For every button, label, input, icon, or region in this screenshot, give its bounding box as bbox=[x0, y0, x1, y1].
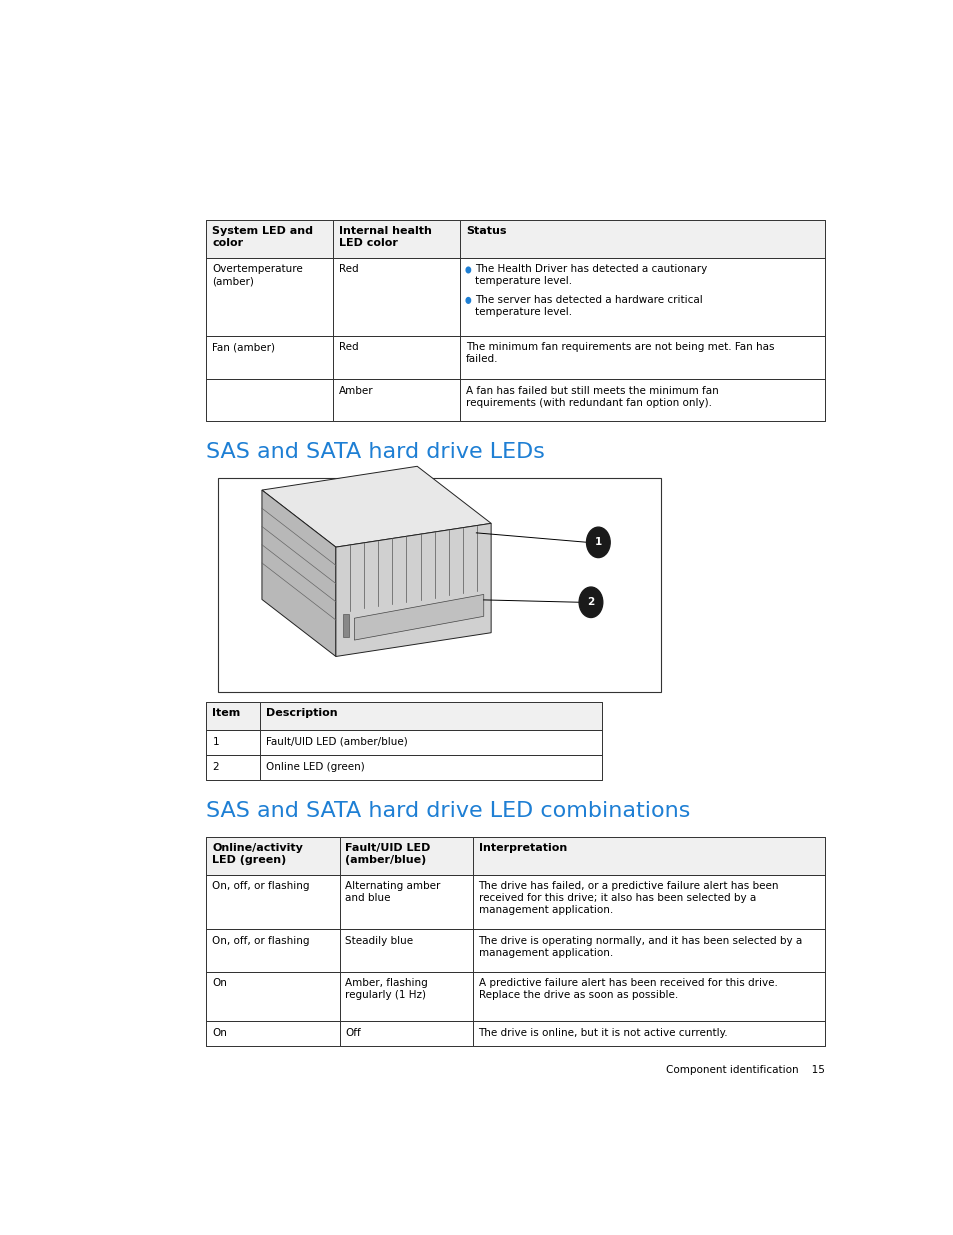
Polygon shape bbox=[262, 490, 335, 657]
Bar bbox=[206, 258, 333, 336]
Text: The drive has failed, or a predictive failure alert has been
received for this d: The drive has failed, or a predictive fa… bbox=[478, 882, 779, 915]
Bar bbox=[472, 874, 824, 929]
Bar bbox=[206, 379, 333, 421]
Bar bbox=[472, 972, 824, 1021]
Bar bbox=[472, 836, 824, 874]
Bar bbox=[206, 336, 333, 379]
Text: Interpretation: Interpretation bbox=[478, 844, 566, 853]
Text: The minimum fan requirements are not being met. Fan has
failed.: The minimum fan requirements are not bei… bbox=[466, 342, 774, 364]
Text: 2: 2 bbox=[213, 762, 219, 772]
Bar bbox=[206, 1021, 339, 1046]
Text: Online/activity
LED (green): Online/activity LED (green) bbox=[213, 844, 303, 866]
Text: Fault/UID LED (amber/blue): Fault/UID LED (amber/blue) bbox=[266, 737, 407, 747]
Circle shape bbox=[578, 587, 602, 618]
Text: 2: 2 bbox=[587, 598, 594, 608]
Bar bbox=[333, 379, 459, 421]
Bar bbox=[206, 220, 333, 258]
Bar bbox=[206, 730, 259, 755]
Text: Fan (amber): Fan (amber) bbox=[213, 342, 275, 352]
Text: On: On bbox=[213, 978, 227, 988]
Text: The Health Driver has detected a cautionary
temperature level.: The Health Driver has detected a caution… bbox=[475, 264, 706, 287]
Bar bbox=[206, 220, 824, 421]
Text: On, off, or flashing: On, off, or flashing bbox=[213, 882, 310, 892]
Text: The server has detected a hardware critical
temperature level.: The server has detected a hardware criti… bbox=[475, 295, 702, 316]
Bar bbox=[472, 929, 824, 972]
Text: On: On bbox=[213, 1028, 227, 1037]
Text: System LED and
color: System LED and color bbox=[213, 226, 314, 248]
Bar bbox=[206, 972, 339, 1021]
Bar bbox=[459, 258, 824, 336]
Bar bbox=[459, 379, 824, 421]
Text: Off: Off bbox=[345, 1028, 361, 1037]
Bar bbox=[206, 929, 339, 972]
Bar bbox=[206, 836, 824, 1046]
Circle shape bbox=[466, 298, 470, 304]
Bar bbox=[339, 874, 472, 929]
Bar bbox=[472, 1021, 824, 1046]
Text: Online LED (green): Online LED (green) bbox=[266, 762, 364, 772]
Bar bbox=[217, 478, 660, 692]
Bar bbox=[206, 701, 259, 730]
Text: Component identification    15: Component identification 15 bbox=[666, 1066, 824, 1076]
Text: SAS and SATA hard drive LED combinations: SAS and SATA hard drive LED combinations bbox=[206, 800, 690, 820]
Text: Alternating amber
and blue: Alternating amber and blue bbox=[345, 882, 440, 903]
Text: Steadily blue: Steadily blue bbox=[345, 936, 414, 946]
Text: Item: Item bbox=[213, 709, 240, 719]
Bar bbox=[259, 755, 601, 779]
Text: Amber, flashing
regularly (1 Hz): Amber, flashing regularly (1 Hz) bbox=[345, 978, 428, 1000]
Text: The drive is operating normally, and it has been selected by a
management applic: The drive is operating normally, and it … bbox=[478, 936, 801, 957]
Bar bbox=[459, 220, 824, 258]
Text: Red: Red bbox=[339, 342, 358, 352]
Text: Overtemperature
(amber): Overtemperature (amber) bbox=[213, 264, 303, 287]
Bar bbox=[459, 336, 824, 379]
Text: A fan has failed but still meets the minimum fan
requirements (with redundant fa: A fan has failed but still meets the min… bbox=[466, 385, 719, 408]
Circle shape bbox=[466, 267, 470, 273]
Text: 1: 1 bbox=[213, 737, 219, 747]
Text: Red: Red bbox=[339, 264, 358, 274]
Bar bbox=[206, 755, 259, 779]
Text: 1: 1 bbox=[594, 537, 601, 547]
Bar bbox=[339, 929, 472, 972]
Bar bbox=[259, 730, 601, 755]
Text: The drive is online, but it is not active currently.: The drive is online, but it is not activ… bbox=[478, 1028, 727, 1037]
Text: A predictive failure alert has been received for this drive.
Replace the drive a: A predictive failure alert has been rece… bbox=[478, 978, 777, 1000]
Text: Description: Description bbox=[266, 709, 337, 719]
Bar bbox=[206, 874, 339, 929]
Bar bbox=[206, 836, 339, 874]
Text: Internal health
LED color: Internal health LED color bbox=[339, 226, 432, 248]
Bar bbox=[259, 701, 601, 730]
Polygon shape bbox=[354, 594, 483, 640]
Text: Fault/UID LED
(amber/blue): Fault/UID LED (amber/blue) bbox=[345, 844, 431, 866]
Bar bbox=[339, 1021, 472, 1046]
Bar bbox=[333, 220, 459, 258]
Bar bbox=[343, 614, 349, 637]
Text: Amber: Amber bbox=[339, 385, 374, 396]
Bar bbox=[333, 258, 459, 336]
Text: On, off, or flashing: On, off, or flashing bbox=[213, 936, 310, 946]
Bar bbox=[339, 972, 472, 1021]
Text: SAS and SATA hard drive LEDs: SAS and SATA hard drive LEDs bbox=[206, 442, 545, 462]
Polygon shape bbox=[335, 524, 491, 657]
Circle shape bbox=[586, 527, 610, 557]
Text: Status: Status bbox=[466, 226, 506, 236]
Bar bbox=[333, 336, 459, 379]
Bar bbox=[206, 701, 601, 779]
Polygon shape bbox=[262, 467, 491, 547]
Bar bbox=[339, 836, 472, 874]
